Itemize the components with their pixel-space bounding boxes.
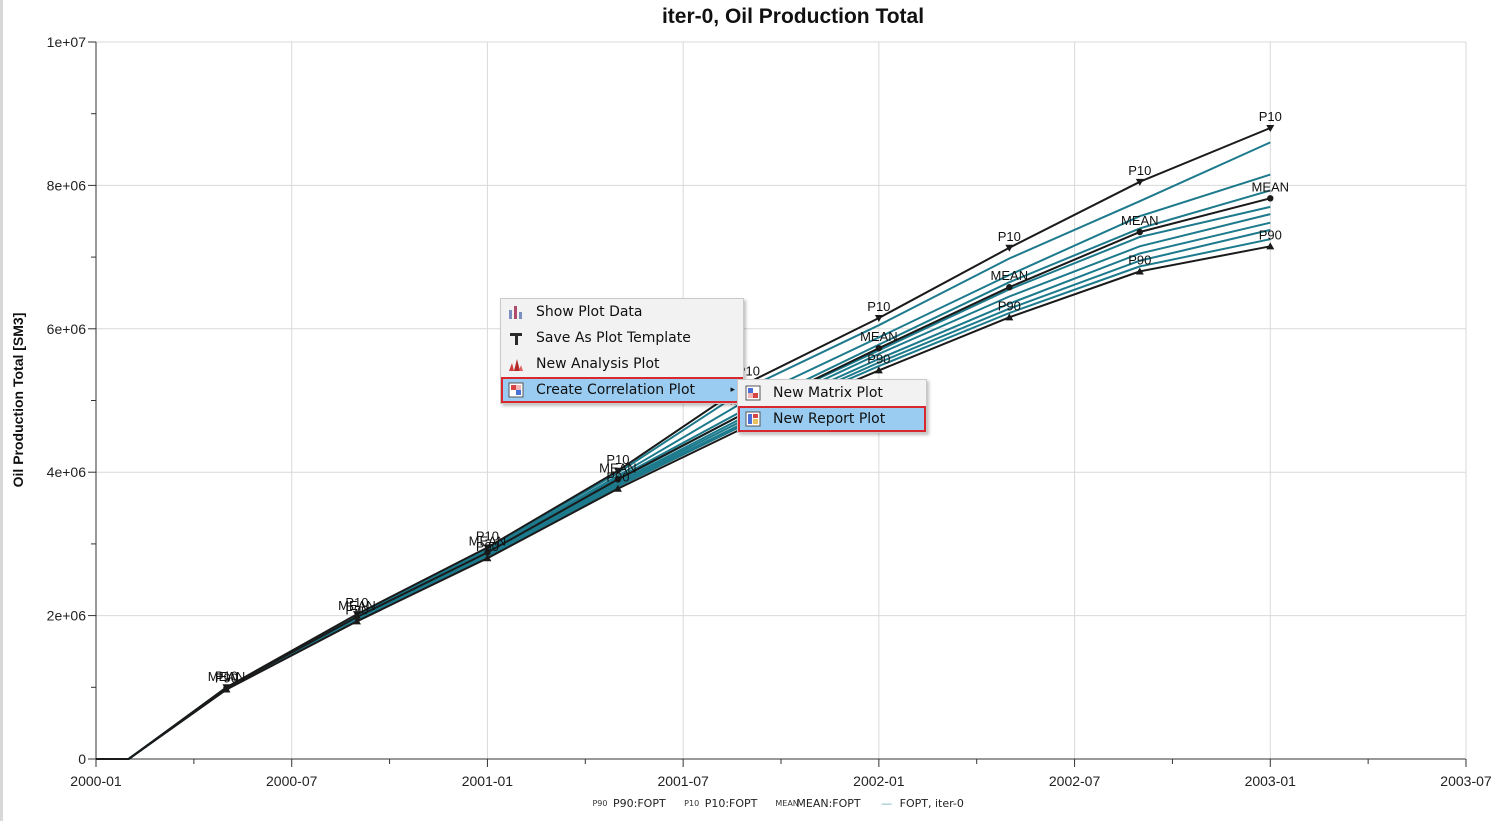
- legend-item-p90[interactable]: P90 P90:FOPT: [592, 797, 666, 810]
- menu-item-show-plot-data[interactable]: Show Plot Data: [501, 299, 743, 325]
- statistic-label: P90: [606, 470, 629, 485]
- statistic-label: P10: [215, 668, 238, 683]
- statistic-label: P10: [867, 299, 890, 314]
- x-tick-label: 2003-01: [1245, 773, 1297, 789]
- statistic-label: P90: [998, 298, 1021, 313]
- statistic-marker: [1005, 313, 1014, 321]
- statistic-label: P10: [345, 595, 368, 610]
- statistic-label: MEAN: [599, 460, 637, 475]
- y-tick-label: 0: [78, 751, 86, 767]
- statistic-label: P10: [1128, 163, 1151, 178]
- bar-chart-icon: [509, 306, 522, 319]
- menu-item-label: New Report Plot: [773, 411, 886, 427]
- menu-item-save-as-plot-template[interactable]: Save As Plot Template: [501, 325, 743, 351]
- y-tick-label: 2e+06: [47, 608, 87, 624]
- legend-label: P10:FOPT: [704, 797, 758, 810]
- statistic-label: P10: [998, 229, 1021, 244]
- statistic-marker: [874, 366, 883, 374]
- statistic-label: P90: [476, 539, 499, 554]
- submenu: New Matrix Plot New Report Plot: [737, 379, 927, 433]
- matrix-plot-icon: [745, 385, 761, 401]
- statistic-marker: [483, 554, 492, 562]
- statistic-marker: [1266, 242, 1275, 250]
- statistic-marker: [1266, 125, 1275, 133]
- legend-label: MEAN:FOPT: [796, 797, 861, 810]
- submenu-arrow-icon: ▸: [730, 385, 735, 395]
- menu-item-create-correlation-plot[interactable]: Create Correlation Plot ▸: [501, 377, 743, 403]
- legend-symbol: P10: [684, 799, 700, 808]
- statistic-marker: [613, 467, 622, 475]
- report-plot-icon: [745, 411, 761, 427]
- menu-item-label: Save As Plot Template: [536, 330, 691, 346]
- statistic-label: P90: [215, 670, 238, 685]
- menu-item-label: Create Correlation Plot: [536, 382, 696, 398]
- statistic-label: MEAN: [338, 598, 376, 613]
- legend-item-fopt-iter-0[interactable]: — FOPT, iter-0: [879, 797, 964, 810]
- y-tick-label: 4e+06: [47, 464, 87, 480]
- x-tick-label: 2002-07: [1049, 773, 1101, 789]
- statistic-label: P10: [1259, 109, 1282, 124]
- statistic-label: MEAN: [1121, 213, 1159, 228]
- menu-item-new-matrix-plot[interactable]: New Matrix Plot: [738, 380, 926, 406]
- statistic-marker: [1135, 267, 1144, 275]
- legend-item-p10[interactable]: P10 P10:FOPT: [684, 797, 758, 810]
- statistic-marker: [222, 685, 231, 693]
- statistic-label: MEAN: [1252, 179, 1290, 194]
- statistic-marker: [1267, 195, 1274, 202]
- correlation-icon: [508, 382, 524, 398]
- statistic-label: P90: [1128, 252, 1151, 267]
- chart-title: iter-0, Oil Production Total: [662, 5, 924, 28]
- legend: P90 P90:FOPT P10 P10:FOPT MEAN MEAN:FOPT…: [592, 797, 964, 810]
- window-edge: [0, 0, 3, 821]
- menu-item-label: New Analysis Plot: [536, 356, 660, 372]
- statistic-label: P10: [606, 452, 629, 467]
- statistic-label: MEAN: [208, 669, 246, 684]
- menu-item-label: Show Plot Data: [536, 304, 643, 320]
- statistic-marker: [874, 315, 883, 323]
- statistic-marker: [483, 544, 492, 552]
- statistic-marker: [1005, 244, 1014, 252]
- template-icon: [510, 333, 522, 345]
- x-tick-label: 2002-01: [853, 773, 905, 789]
- statistic-marker: [353, 613, 361, 621]
- legend-symbol: P90: [592, 799, 608, 808]
- statistic-label: MEAN: [860, 329, 898, 344]
- statistic-marker: [352, 617, 361, 625]
- menu-item-label: New Matrix Plot: [773, 385, 883, 401]
- menu-item-new-analysis-plot[interactable]: New Analysis Plot: [501, 351, 743, 377]
- legend-label: FOPT, iter-0: [899, 797, 964, 810]
- x-tick-label: 2001-01: [462, 773, 514, 789]
- statistic-label: P90: [345, 602, 368, 617]
- context-menu: Show Plot Data Save As Plot Template New…: [500, 298, 744, 404]
- statistic-marker: [1136, 228, 1144, 236]
- x-tick-label: 2001-07: [657, 773, 709, 789]
- statistic-label: P90: [867, 351, 890, 366]
- statistic-label: MEAN: [991, 268, 1029, 283]
- y-axis-label: Oil Production Total [SM3]: [10, 313, 26, 488]
- statistic-marker: [1006, 284, 1013, 291]
- legend-symbol: —: [881, 797, 893, 810]
- y-tick-label: 1e+07: [47, 34, 87, 50]
- y-tick-label: 8e+06: [47, 177, 87, 193]
- statistic-marker: [484, 549, 491, 556]
- statistic-label: P10: [476, 528, 499, 543]
- legend-symbol: MEAN: [775, 799, 799, 808]
- x-tick-label: 2003-07: [1440, 773, 1492, 789]
- y-tick-label: 6e+06: [47, 321, 87, 337]
- legend-label: P90:FOPT: [613, 797, 666, 810]
- analysis-icon: [509, 359, 523, 371]
- statistic-marker: [875, 344, 883, 352]
- tick-labels: 2000-01 2000-07 2001-01 2001-07 2002-01 2002-…: [47, 34, 1492, 789]
- statistic-label: MEAN: [469, 534, 507, 549]
- statistic-marker: [613, 484, 622, 492]
- statistic-marker: [1135, 178, 1144, 186]
- x-tick-label: 2000-01: [70, 773, 122, 789]
- statistic-label: P90: [1259, 227, 1282, 242]
- statistic-marker: [614, 476, 622, 483]
- x-tick-label: 2000-07: [266, 773, 318, 789]
- menu-item-new-report-plot[interactable]: New Report Plot: [738, 406, 926, 432]
- axes: [88, 41, 1467, 767]
- legend-item-mean[interactable]: MEAN MEAN:FOPT: [775, 797, 860, 810]
